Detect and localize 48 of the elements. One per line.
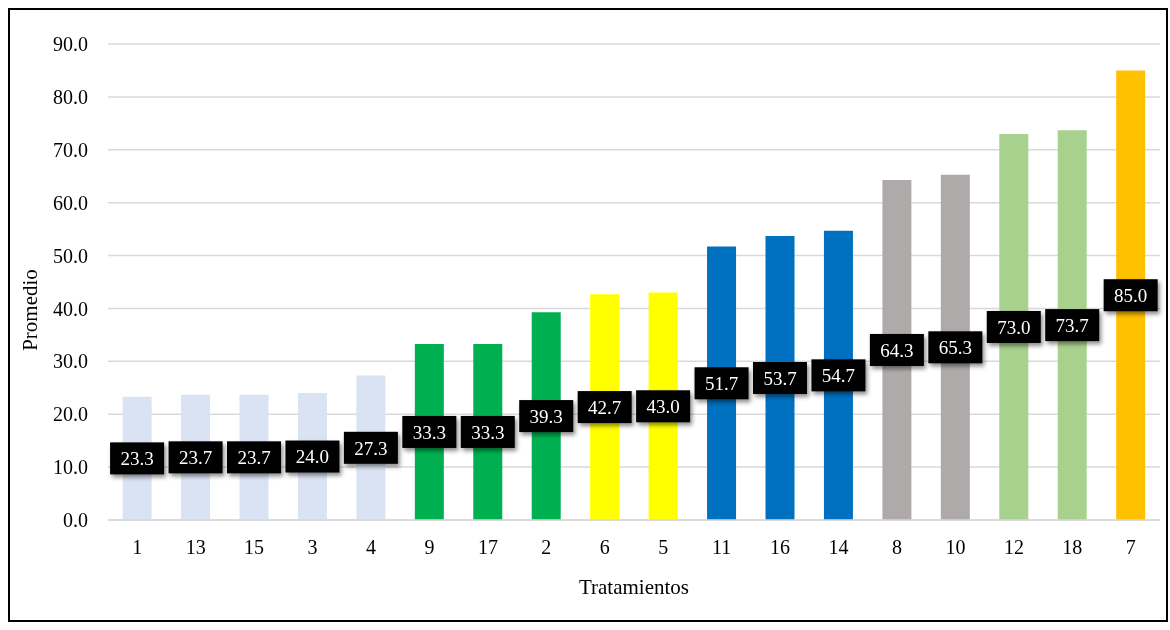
x-tick-label: 10 xyxy=(945,536,966,559)
data-label: 42.7 xyxy=(588,396,622,418)
data-label: 85.0 xyxy=(1114,285,1148,307)
data-label: 51.7 xyxy=(704,373,739,395)
x-tick-label: 2 xyxy=(541,536,552,559)
y-tick-label: 70.0 xyxy=(53,138,88,161)
data-label: 33.3 xyxy=(471,421,505,443)
y-tick-label: 10.0 xyxy=(53,456,88,479)
x-tick-label: 7 xyxy=(1125,536,1136,559)
y-tick-label: 30.0 xyxy=(53,350,88,373)
y-axis-title: Promedio xyxy=(18,269,43,351)
x-tick-label: 11 xyxy=(712,536,732,559)
y-tick-label: 20.0 xyxy=(53,403,88,426)
x-tick-label: 9 xyxy=(424,536,435,559)
y-tick-label: 0.0 xyxy=(63,509,88,532)
x-tick-label: 16 xyxy=(770,536,791,559)
x-axis-title: Tratamientos xyxy=(578,575,690,600)
y-tick-label: 50.0 xyxy=(53,244,88,267)
y-tick-label: 80.0 xyxy=(53,85,88,108)
x-tick-label: 14 xyxy=(828,536,849,559)
data-label: 73.0 xyxy=(997,316,1031,338)
x-tick-label: 8 xyxy=(892,536,902,559)
x-tick-label: 6 xyxy=(599,536,610,559)
data-label: 24.0 xyxy=(295,446,330,468)
x-tick-label: 18 xyxy=(1062,536,1083,559)
data-label: 23.3 xyxy=(120,448,154,470)
y-tick-label: 90.0 xyxy=(53,33,88,56)
x-tick-label: 4 xyxy=(366,536,376,559)
data-label: 33.3 xyxy=(412,421,446,443)
data-label: 27.3 xyxy=(354,437,388,459)
data-label: 39.3 xyxy=(529,405,563,427)
data-label: 54.7 xyxy=(821,365,856,387)
x-tick-label: 1 xyxy=(132,536,143,559)
x-tick-label: 17 xyxy=(477,536,498,559)
x-tick-label: 15 xyxy=(244,536,265,559)
data-label: 73.7 xyxy=(1055,314,1089,336)
x-tick-label: 13 xyxy=(185,536,206,559)
y-tick-label: 40.0 xyxy=(53,297,88,320)
data-label: 43.0 xyxy=(646,396,680,418)
x-tick-label: 5 xyxy=(658,536,669,559)
data-label: 23.7 xyxy=(178,447,213,469)
data-label: 53.7 xyxy=(763,367,797,389)
x-tick-label: 12 xyxy=(1003,536,1024,559)
x-tick-label: 3 xyxy=(307,536,318,559)
data-label: 64.3 xyxy=(880,339,914,361)
data-label: 23.7 xyxy=(237,447,271,469)
y-tick-label: 60.0 xyxy=(53,191,88,214)
data-label: 65.3 xyxy=(938,337,972,359)
